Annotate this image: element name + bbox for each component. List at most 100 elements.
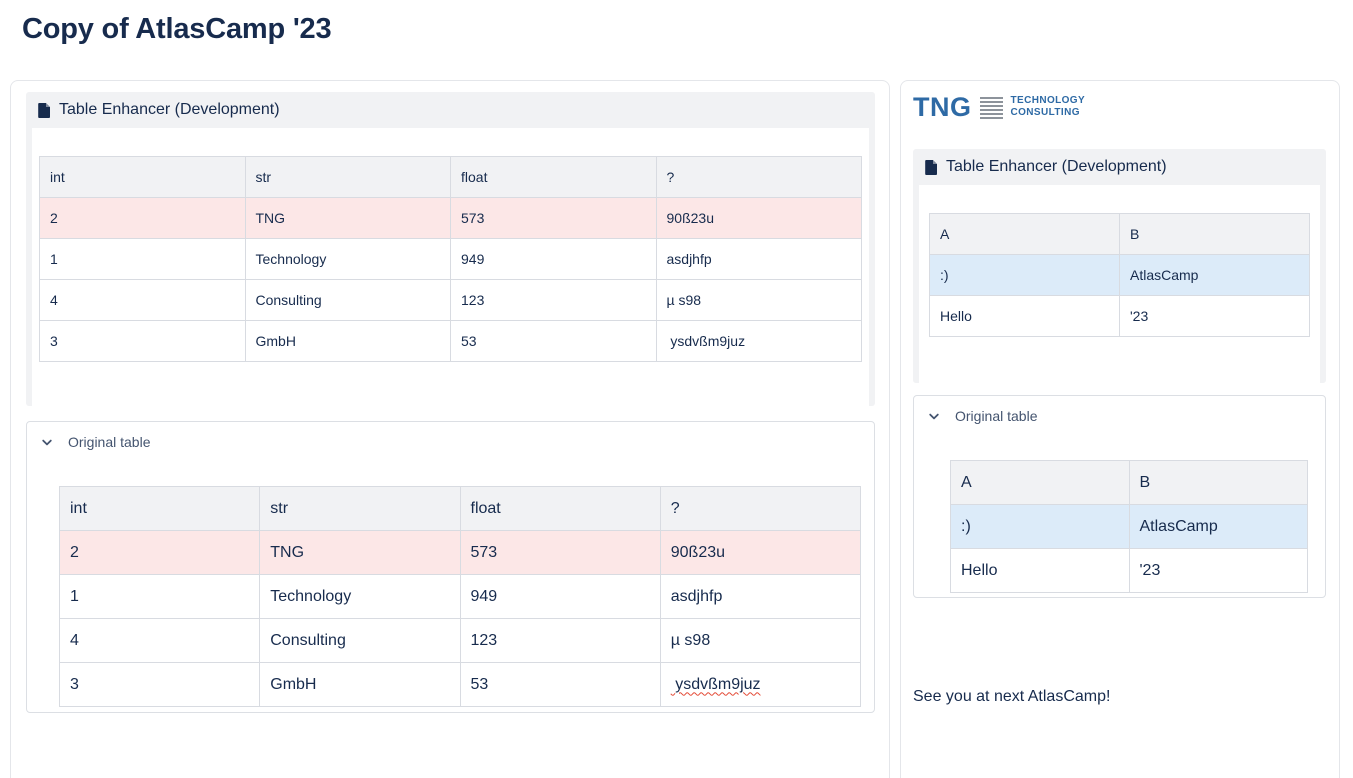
- macro-title: Table Enhancer (Development): [946, 158, 1167, 175]
- table-row[interactable]: Hello '23: [929, 295, 1310, 337]
- macro-body: A B:) AtlasCamp Hello '23: [919, 185, 1320, 383]
- table-cell[interactable]: GmbH: [244, 320, 451, 362]
- macro-title: Table Enhancer (Development): [59, 101, 280, 118]
- column-header: ?: [659, 486, 862, 531]
- table-row: Hello '23: [950, 548, 1308, 593]
- table-cell[interactable]: Technology: [244, 238, 451, 280]
- table-cell: asdjhfp: [659, 574, 862, 619]
- expand-content: int str float? 2 TNG 573 90ß23u 1 Technology 949 a…: [39, 486, 862, 707]
- logo-lines-icon: [979, 96, 1003, 119]
- original-table: A B:) AtlasCamp Hello '23: [950, 460, 1308, 593]
- table-row[interactable]: 3 GmbH 53 ysdvßm9juz: [39, 320, 862, 362]
- table-cell: µ s98: [659, 618, 862, 663]
- expand-content: A B:) AtlasCamp Hello '23: [926, 460, 1312, 593]
- page-title: Copy of AtlasCamp '23: [22, 13, 332, 45]
- table-cell[interactable]: ysdvßm9juz: [655, 320, 862, 362]
- table-row[interactable]: :) AtlasCamp: [929, 254, 1310, 296]
- table-cell: 53: [459, 662, 661, 707]
- chevron-down-icon: [926, 408, 942, 424]
- tng-logo: TNG TECHNOLOGY CONSULTING: [913, 92, 1326, 122]
- table-cell[interactable]: 3: [39, 320, 246, 362]
- closing-text: See you at next AtlasCamp!: [913, 688, 1111, 705]
- table-cell: Technology: [259, 574, 461, 619]
- table-cell[interactable]: 2: [39, 197, 246, 239]
- column-header[interactable]: int: [39, 156, 246, 198]
- table-cell: 2: [58, 530, 261, 575]
- table-cell: Hello: [950, 548, 1130, 593]
- table-row: 3 GmbH 53 ysdvßm9juz: [58, 662, 862, 707]
- table-cell[interactable]: 53: [450, 320, 657, 362]
- table-cell[interactable]: Consulting: [244, 279, 451, 321]
- enhanced-table[interactable]: A B:) AtlasCamp Hello '23: [929, 213, 1310, 337]
- logo-text: TECHNOLOGY CONSULTING: [1011, 95, 1086, 119]
- table-cell[interactable]: 4: [39, 279, 246, 321]
- column-header[interactable]: ?: [655, 156, 862, 198]
- misspelled-text: ysdvßm9juz: [670, 675, 761, 693]
- table-cell: 3: [58, 662, 261, 707]
- table-cell: 4: [58, 618, 261, 663]
- table-cell[interactable]: 949: [450, 238, 657, 280]
- right-content-card: TNG TECHNOLOGY CONSULTING Table Enhancer…: [900, 80, 1340, 778]
- table-cell: Consulting: [259, 618, 461, 663]
- column-header: A: [950, 460, 1130, 505]
- enhanced-table[interactable]: int str float? 2 TNG 573 90ß23u 1 Technology 949 a…: [39, 156, 862, 362]
- chevron-down-icon: [39, 434, 55, 450]
- table-cell[interactable]: asdjhfp: [655, 238, 862, 280]
- table-cell[interactable]: µ s98: [655, 279, 862, 321]
- macro-header: Table Enhancer (Development): [26, 92, 875, 128]
- column-header: str: [259, 486, 461, 531]
- document-icon: [925, 159, 937, 175]
- column-header: int: [58, 486, 261, 531]
- expand-label: Original table: [68, 434, 151, 450]
- column-header[interactable]: float: [450, 156, 657, 198]
- table-cell[interactable]: '23: [1119, 295, 1310, 337]
- table-row[interactable]: 1 Technology 949 asdjhfp: [39, 238, 862, 280]
- macro-body: int str float? 2 TNG 573 90ß23u 1 Technology 949 a…: [32, 128, 869, 406]
- table-row: 4 Consulting 123 µ s98: [58, 618, 862, 663]
- logo-text-line2: CONSULTING: [1010, 107, 1080, 118]
- column-header[interactable]: A: [929, 213, 1120, 255]
- table-cell[interactable]: :): [929, 254, 1120, 296]
- table-cell[interactable]: 123: [450, 279, 657, 321]
- table-cell[interactable]: Hello: [929, 295, 1120, 337]
- left-content-card: Table Enhancer (Development) int str float…: [10, 80, 890, 778]
- table-cell: 573: [459, 530, 661, 575]
- macro-header: Table Enhancer (Development): [913, 149, 1326, 185]
- table-row: :) AtlasCamp: [950, 504, 1308, 549]
- table-cell[interactable]: TNG: [244, 197, 451, 239]
- expand-label: Original table: [955, 408, 1038, 424]
- column-header[interactable]: str: [244, 156, 451, 198]
- expand-section-original-table: Original table A B:) AtlasCamp Hello '23: [913, 395, 1326, 598]
- table-cell[interactable]: 90ß23u: [655, 197, 862, 239]
- table-cell[interactable]: AtlasCamp: [1119, 254, 1310, 296]
- table-row: 1 Technology 949 asdjhfp: [58, 574, 862, 619]
- logo-text-line1: TECHNOLOGY: [1010, 95, 1086, 106]
- table-cell: 123: [459, 618, 661, 663]
- table-row[interactable]: 2 TNG 573 90ß23u: [39, 197, 862, 239]
- table-cell: :): [950, 504, 1130, 549]
- table-cell[interactable]: 573: [450, 197, 657, 239]
- column-header: B: [1128, 460, 1308, 505]
- expand-header[interactable]: Original table: [39, 434, 861, 450]
- table-header-row: int str float?: [58, 486, 862, 531]
- table-header-row: int str float?: [39, 156, 862, 198]
- column-header: float: [459, 486, 661, 531]
- table-cell[interactable]: 1: [39, 238, 246, 280]
- table-enhancer-macro-right: Table Enhancer (Development) A B:) AtlasCa…: [913, 149, 1326, 383]
- table-cell: AtlasCamp: [1128, 504, 1308, 549]
- table-enhancer-macro-left: Table Enhancer (Development) int str float…: [26, 92, 875, 406]
- table-cell: GmbH: [259, 662, 461, 707]
- document-icon: [38, 102, 50, 118]
- tng-logo-wordmark: TNG: [913, 92, 972, 122]
- table-cell: '23: [1128, 548, 1308, 593]
- table-row[interactable]: 4 Consulting 123 µ s98: [39, 279, 862, 321]
- expand-section-original-table: Original table int str float? 2 TNG 573 90ß23u…: [26, 421, 875, 713]
- page-content: Table Enhancer (Development) int str float…: [10, 80, 1340, 778]
- column-header[interactable]: B: [1119, 213, 1310, 255]
- expand-header[interactable]: Original table: [926, 408, 1312, 424]
- table-cell: TNG: [259, 530, 461, 575]
- table-cell: 949: [459, 574, 661, 619]
- table-cell: ysdvßm9juz: [659, 662, 862, 707]
